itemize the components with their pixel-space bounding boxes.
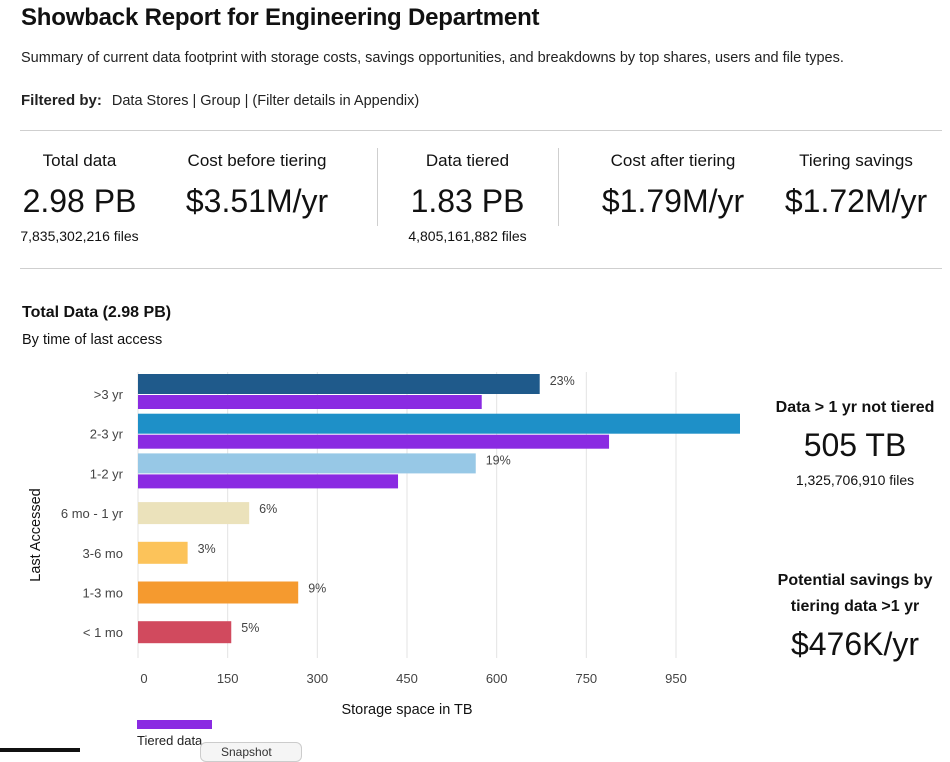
savings-label-line2: tiering data >1 yr — [790, 598, 920, 615]
kpi-value: $1.72M/yr — [784, 183, 928, 219]
kpi-label: Data tiered — [425, 151, 510, 170]
bar-total — [138, 502, 250, 525]
kpi-value: $1.79M/yr — [601, 183, 745, 219]
kpi-divider — [558, 148, 559, 226]
page-subtitle: Summary of current data footprint with s… — [21, 50, 844, 66]
chart-legend[interactable]: Tiered data — [137, 720, 212, 748]
chart-title: Total Data (2.98 PB) — [22, 304, 172, 321]
bar-tiered — [138, 474, 399, 489]
savings-value: $476K/yr — [790, 626, 920, 662]
kpi-cost-after: Cost after tiering $1.79M/yr — [588, 151, 758, 220]
y-tick-label: 1-2 yr — [90, 466, 124, 481]
bar-data-label: 5% — [241, 621, 259, 635]
bar-total — [138, 453, 476, 474]
legend-label-tiered: Tiered data — [137, 733, 203, 748]
x-tick-label: 300 — [306, 671, 328, 686]
bar-total — [138, 413, 740, 434]
kpi-sub: 7,835,302,216 files — [20, 228, 139, 244]
not-tiered-files: 1,325,706,910 files — [795, 472, 915, 488]
not-tiered-label: Data > 1 yr not tiered — [775, 399, 935, 416]
filter-label: Filtered by: — [21, 92, 102, 109]
page-title: Showback Report for Engineering Departme… — [21, 4, 540, 31]
kpi-label: Cost after tiering — [610, 151, 736, 170]
kpi-data-tiered: Data tiered 1.83 PB 4,805,161,882 files — [395, 151, 540, 244]
not-tiered-panel: Data > 1 yr not tiered 505 TB 1,325,706,… — [755, 395, 950, 488]
kpi-value: 1.83 PB — [410, 183, 525, 219]
kpi-label: Cost before tiering — [187, 151, 327, 170]
divider-bottom — [20, 268, 942, 269]
not-tiered-value: 505 TB — [803, 427, 907, 463]
filter-value: Data Stores | Group | (Filter details in… — [111, 93, 420, 109]
x-tick-label: 0 — [140, 671, 147, 686]
x-tick-label: 950 — [665, 671, 687, 686]
kpi-divider — [377, 148, 378, 226]
y-tick-label: 2-3 yr — [90, 427, 124, 442]
bar-total — [138, 541, 188, 564]
kpi-value: $3.51M/yr — [185, 183, 329, 219]
y-tick-label: 3-6 mo — [83, 546, 123, 561]
bar-total — [138, 374, 540, 394]
x-axis-title: Storage space in TB — [341, 702, 472, 718]
x-tick-label: 750 — [575, 671, 597, 686]
kpi-label: Tiering savings — [799, 151, 913, 170]
x-tick-label: 450 — [396, 671, 418, 686]
divider-top — [20, 130, 942, 131]
y-tick-label: >3 yr — [94, 387, 124, 402]
x-tick-label: 150 — [217, 671, 239, 686]
y-tick-label: 1-3 mo — [83, 586, 123, 601]
y-tick-label: < 1 mo — [83, 625, 123, 640]
bar-total — [138, 581, 299, 604]
y-axis-title: Last Accessed — [28, 488, 44, 582]
chart-subtitle: By time of last access — [22, 332, 163, 348]
bar-total — [138, 621, 232, 644]
kpi-sub: 4,805,161,882 files — [408, 228, 527, 244]
savings-label-line1: Potential savings by — [777, 572, 933, 589]
bar-data-label: 6% — [259, 502, 277, 516]
bottom-scroll-indicator — [0, 748, 80, 752]
potential-savings-panel: Potential savings by tiering data >1 yr … — [755, 568, 950, 663]
kpi-total-data: Total data 2.98 PB 7,835,302,216 files — [12, 151, 147, 244]
bar-data-label: 19% — [486, 453, 511, 467]
kpi-tiering-savings: Tiering savings $1.72M/yr — [772, 151, 940, 220]
bar-tiered — [138, 434, 610, 449]
kpi-value: 2.98 PB — [22, 183, 137, 219]
bar-data-label: 9% — [308, 582, 326, 596]
snapshot-tab[interactable]: Snapshot — [200, 742, 302, 762]
x-tick-label: 600 — [486, 671, 508, 686]
filter-summary: Filtered by: Data Stores | Group | (Filt… — [21, 92, 419, 109]
y-tick-label: 6 mo - 1 yr — [61, 506, 124, 521]
bar-data-label: 3% — [198, 542, 216, 556]
bar-tiered — [138, 395, 482, 409]
legend-swatch-tiered — [137, 720, 212, 729]
kpi-cost-before: Cost before tiering $3.51M/yr — [172, 151, 342, 220]
kpi-label: Total data — [42, 151, 117, 170]
bar-data-label: 23% — [550, 374, 575, 388]
